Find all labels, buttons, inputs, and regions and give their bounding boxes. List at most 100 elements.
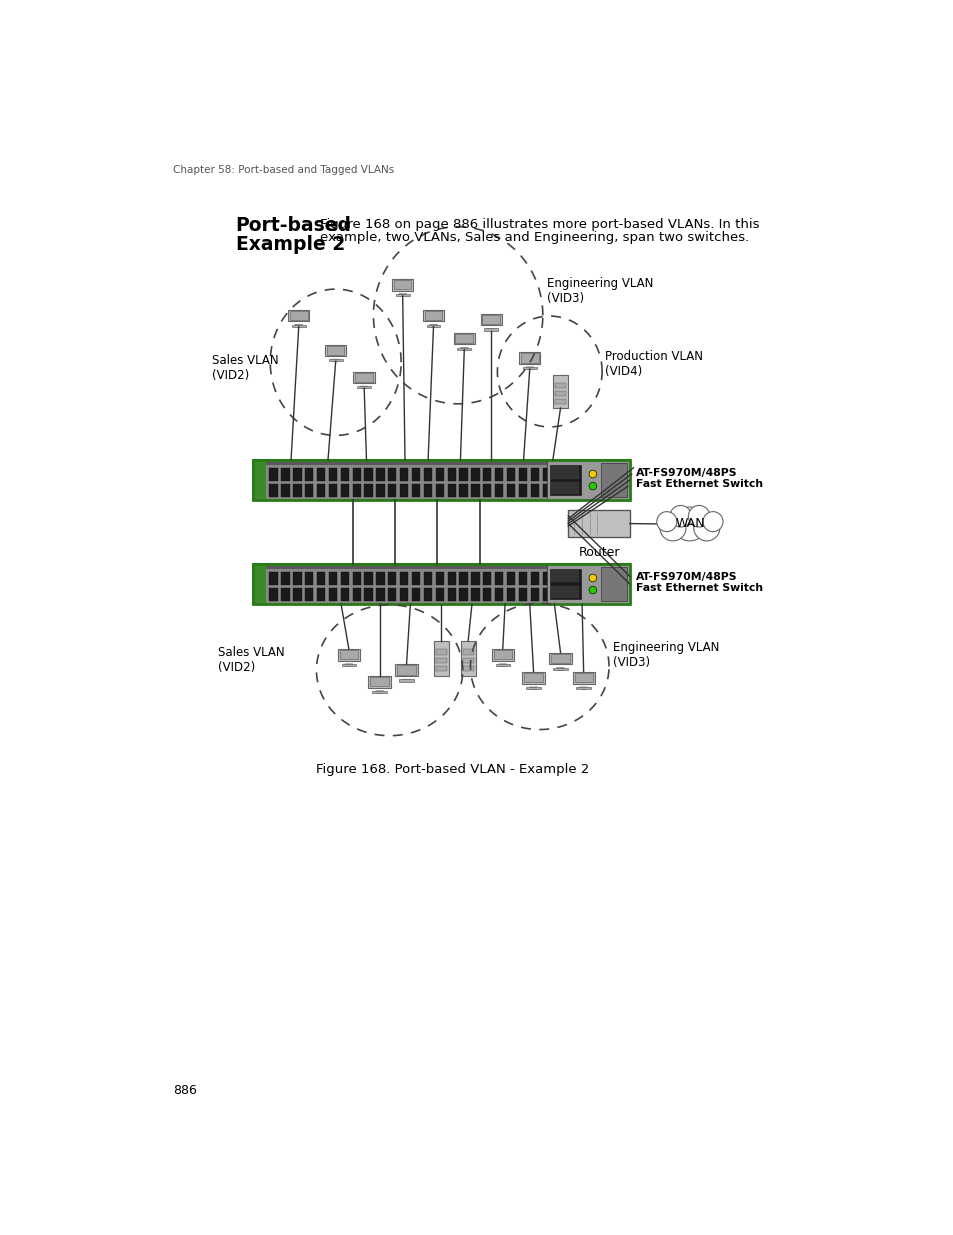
Text: Figure 168. Port-based VLAN - Example 2: Figure 168. Port-based VLAN - Example 2	[315, 763, 589, 776]
FancyBboxPatch shape	[506, 572, 515, 585]
FancyBboxPatch shape	[426, 325, 440, 327]
FancyBboxPatch shape	[353, 588, 360, 601]
FancyBboxPatch shape	[530, 468, 538, 480]
FancyBboxPatch shape	[551, 585, 578, 598]
Circle shape	[669, 505, 691, 527]
FancyBboxPatch shape	[542, 484, 550, 496]
FancyBboxPatch shape	[269, 572, 277, 585]
FancyBboxPatch shape	[484, 329, 497, 331]
FancyBboxPatch shape	[329, 484, 336, 496]
Text: Chapter 58: Port-based and Tagged VLANs: Chapter 58: Port-based and Tagged VLANs	[173, 165, 394, 175]
FancyBboxPatch shape	[447, 484, 456, 496]
Text: Example 2: Example 2	[235, 235, 344, 254]
FancyBboxPatch shape	[355, 373, 373, 382]
FancyBboxPatch shape	[555, 391, 565, 396]
FancyBboxPatch shape	[399, 484, 408, 496]
FancyBboxPatch shape	[436, 650, 446, 655]
Text: Port-based: Port-based	[235, 216, 352, 235]
Text: Sales VLAN
(VID2): Sales VLAN (VID2)	[217, 646, 284, 674]
FancyBboxPatch shape	[370, 677, 388, 687]
Polygon shape	[375, 690, 383, 694]
FancyBboxPatch shape	[356, 387, 371, 388]
Circle shape	[702, 511, 722, 531]
FancyBboxPatch shape	[455, 333, 473, 343]
FancyBboxPatch shape	[253, 461, 629, 500]
FancyBboxPatch shape	[424, 311, 442, 320]
FancyBboxPatch shape	[553, 668, 567, 669]
FancyBboxPatch shape	[327, 346, 344, 354]
Polygon shape	[429, 325, 436, 327]
FancyBboxPatch shape	[269, 588, 277, 601]
FancyBboxPatch shape	[253, 461, 266, 500]
Circle shape	[588, 587, 596, 594]
FancyBboxPatch shape	[340, 468, 349, 480]
FancyBboxPatch shape	[340, 484, 349, 496]
FancyBboxPatch shape	[456, 348, 471, 350]
FancyBboxPatch shape	[364, 468, 373, 480]
FancyBboxPatch shape	[600, 463, 626, 496]
FancyBboxPatch shape	[392, 279, 413, 290]
FancyBboxPatch shape	[495, 664, 510, 666]
FancyBboxPatch shape	[542, 588, 550, 601]
FancyBboxPatch shape	[372, 690, 386, 693]
FancyBboxPatch shape	[399, 679, 414, 682]
Circle shape	[659, 515, 685, 541]
FancyBboxPatch shape	[281, 572, 290, 585]
Circle shape	[693, 515, 720, 541]
FancyBboxPatch shape	[551, 466, 578, 478]
Polygon shape	[360, 387, 368, 389]
FancyBboxPatch shape	[339, 650, 357, 659]
FancyBboxPatch shape	[542, 468, 550, 480]
FancyBboxPatch shape	[530, 484, 538, 496]
FancyBboxPatch shape	[305, 588, 314, 601]
FancyBboxPatch shape	[399, 468, 408, 480]
FancyBboxPatch shape	[292, 325, 305, 327]
FancyBboxPatch shape	[482, 315, 499, 324]
Text: 886: 886	[173, 1084, 197, 1097]
Text: WAN: WAN	[675, 517, 704, 531]
FancyBboxPatch shape	[316, 572, 325, 585]
FancyBboxPatch shape	[555, 399, 565, 404]
FancyBboxPatch shape	[542, 572, 550, 585]
FancyBboxPatch shape	[433, 641, 448, 676]
FancyBboxPatch shape	[568, 510, 629, 537]
FancyBboxPatch shape	[353, 484, 360, 496]
FancyBboxPatch shape	[462, 650, 474, 655]
FancyBboxPatch shape	[412, 484, 419, 496]
FancyBboxPatch shape	[495, 468, 503, 480]
FancyBboxPatch shape	[518, 572, 526, 585]
FancyBboxPatch shape	[453, 333, 475, 345]
FancyBboxPatch shape	[549, 652, 571, 664]
FancyBboxPatch shape	[506, 468, 515, 480]
Circle shape	[588, 482, 596, 490]
FancyBboxPatch shape	[293, 484, 301, 496]
FancyBboxPatch shape	[436, 657, 446, 663]
Circle shape	[656, 511, 676, 531]
FancyBboxPatch shape	[572, 672, 594, 684]
FancyBboxPatch shape	[375, 468, 384, 480]
FancyBboxPatch shape	[395, 664, 417, 676]
FancyBboxPatch shape	[530, 588, 538, 601]
Polygon shape	[332, 359, 339, 362]
Text: Engineering VLAN
(VID3): Engineering VLAN (VID3)	[612, 641, 719, 669]
Polygon shape	[294, 325, 302, 327]
FancyBboxPatch shape	[551, 571, 578, 583]
FancyBboxPatch shape	[293, 572, 301, 585]
FancyBboxPatch shape	[522, 672, 544, 684]
Text: AT-FS970M/48PS
Fast Ethernet Switch: AT-FS970M/48PS Fast Ethernet Switch	[636, 468, 762, 489]
FancyBboxPatch shape	[482, 572, 491, 585]
FancyBboxPatch shape	[423, 468, 432, 480]
FancyBboxPatch shape	[266, 569, 558, 603]
FancyBboxPatch shape	[353, 468, 360, 480]
Polygon shape	[579, 687, 587, 689]
Polygon shape	[498, 664, 506, 667]
FancyBboxPatch shape	[337, 648, 359, 661]
FancyBboxPatch shape	[447, 572, 456, 585]
FancyBboxPatch shape	[269, 468, 277, 480]
FancyBboxPatch shape	[423, 572, 432, 585]
FancyBboxPatch shape	[526, 687, 540, 689]
FancyBboxPatch shape	[546, 564, 629, 604]
FancyBboxPatch shape	[395, 294, 409, 296]
FancyBboxPatch shape	[329, 572, 336, 585]
FancyBboxPatch shape	[462, 666, 474, 672]
